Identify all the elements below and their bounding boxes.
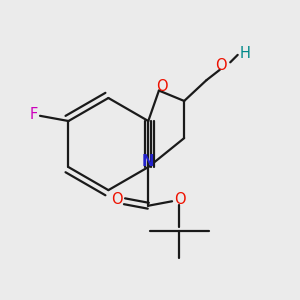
Text: F: F <box>30 107 38 122</box>
Text: N: N <box>142 154 154 169</box>
Text: H: H <box>240 46 250 61</box>
Text: O: O <box>215 58 227 73</box>
Text: O: O <box>111 192 123 207</box>
Text: O: O <box>156 79 168 94</box>
Text: O: O <box>174 192 185 207</box>
